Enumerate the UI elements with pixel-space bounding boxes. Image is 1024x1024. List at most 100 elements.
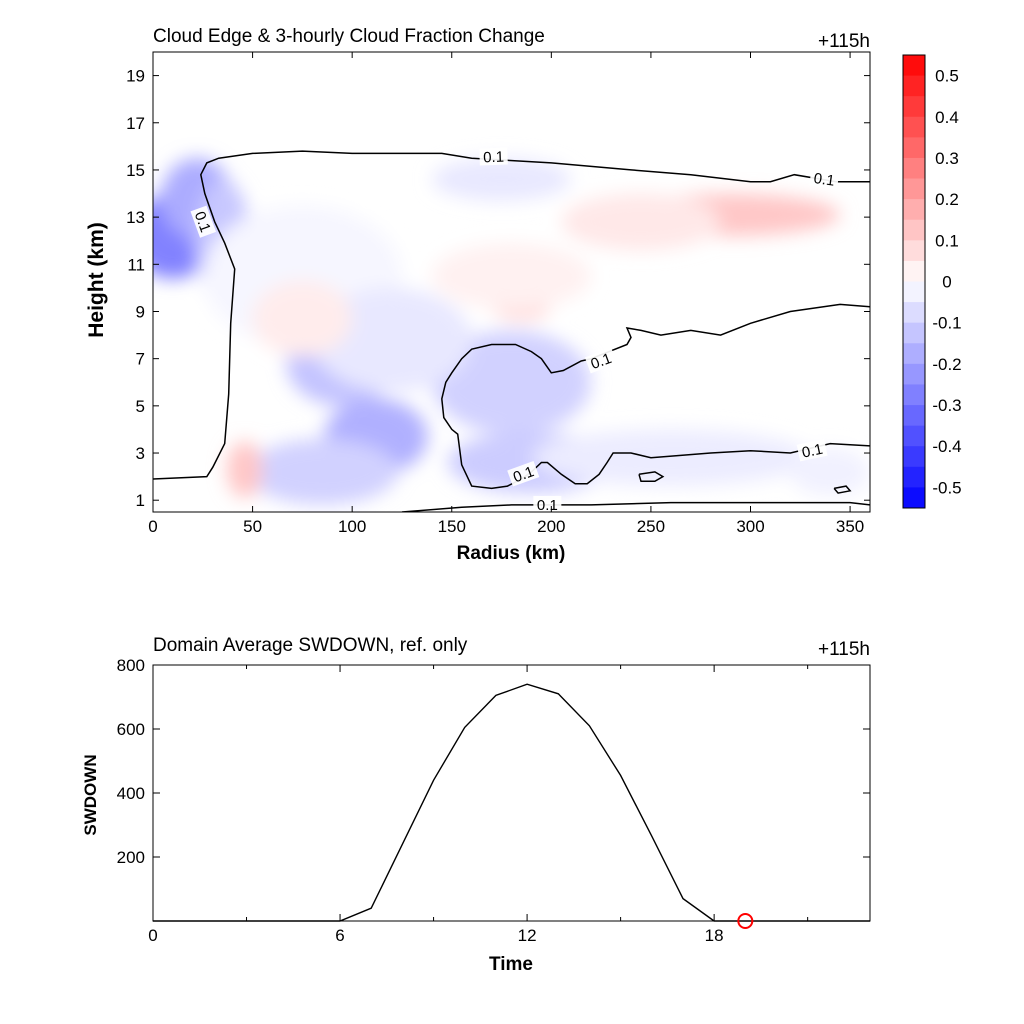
anomaly-patch [790,448,870,496]
x-tick-label: 100 [338,517,366,536]
colorbar-segment [903,487,925,509]
colorbar-segment [903,137,925,159]
x-tick-label: 0 [148,517,157,536]
contour-label: 0.1 [190,205,217,238]
colorbar-segment [903,322,925,344]
anomaly-patch [431,243,592,310]
colorbar-label: -0.3 [932,396,961,415]
x-tick-label: 50 [243,517,262,536]
current-time-marker [737,913,754,929]
chart2-y-axis: 200 400 600 800 [117,656,870,867]
colorbar-frame [902,54,926,509]
anomaly-patch [431,158,572,201]
contour-label-text: 0.1 [589,350,614,373]
contour-label-text: 0.1 [191,209,214,234]
chart1-title: Cloud Edge & 3-hourly Cloud Fraction Cha… [153,26,545,47]
x-tick-label: 200 [537,517,565,536]
colorbar-label: 0.1 [935,231,959,250]
contour-line [441,303,870,490]
colorbar-label: 0.5 [935,67,959,86]
colorbar-label: -0.1 [932,314,961,333]
contour-label-text: 0.1 [813,170,836,190]
x-tick-label: 150 [438,517,466,536]
anomaly-patch [252,280,353,357]
y-tick-label: 3 [136,444,145,463]
y-tick-label: 17 [126,114,145,133]
contour-label-text: 0.1 [537,497,558,514]
anomaly-patch [226,441,263,498]
colorbar-label: 0.4 [935,108,959,127]
y-tick-label: 800 [117,656,145,675]
colorbar-segment [903,157,925,179]
anomaly-patch [312,287,472,392]
chart2-plot-frame [152,664,871,922]
y-tick-label: 15 [126,161,145,180]
contour-label: 0.1 [796,438,828,462]
cloud-fraction-chart: Cloud Edge & 3-hourly Cloud Fraction Cha… [85,26,962,564]
chart1-contour-labels: 0.1 0.1 0.1 0.1 0.1 0.1 0.1 [190,147,840,514]
colorbar-label: 0.3 [935,149,959,168]
contour-label: 0.1 [507,461,540,487]
chart2-time-label: +115h [818,639,870,660]
chart1-colorbar: 0.5 0.4 0.3 0.2 0.1 0 -0.1 -0.2 -0.3 -0.4 -0.5 [902,54,962,509]
colorbar-segment [903,425,925,447]
chart1-contours [153,150,870,512]
colorbar-segment [903,466,925,488]
chart2-x-label: Time [489,954,533,975]
y-tick-label: 5 [136,397,145,416]
colorbar-segment [903,116,925,138]
colorbar-label: -0.2 [932,355,961,374]
colorbar-segment [903,219,925,241]
contour-line [153,150,870,480]
anomaly-patch [431,330,592,435]
colorbar-segment [903,260,925,282]
y-tick-label: 11 [127,255,145,274]
anomaly-patch [561,193,721,251]
chart1-x-axis: 0 50 100 150 200 250 300 350 [148,52,864,536]
colorbar-label: -0.4 [932,437,961,456]
chart1-x-label: Radius (km) [457,543,566,564]
chart1-anomaly-field [153,158,870,505]
colorbar-segment [903,363,925,385]
colorbar-segment [903,384,925,406]
colorbar-segment [903,240,925,262]
x-tick-label: 18 [705,926,724,945]
contour-label: 0.1 [584,347,618,374]
y-tick-label: 1 [136,491,145,510]
chart1-plot-frame [152,51,871,513]
colorbar-label: 0 [942,273,951,292]
chart2-x-axis: 0 6 12 18 [148,665,809,945]
y-tick-label: 200 [117,848,145,867]
colorbar-segment [903,55,925,76]
y-tick-label: 7 [136,350,145,369]
contour-label: 0.1 [479,147,508,166]
colorbar-label: -0.5 [932,478,961,497]
chart2-title: Domain Average SWDOWN, ref. only [153,635,468,656]
y-tick-label: 9 [136,302,145,321]
contour-line [401,501,870,512]
x-tick-label: 6 [335,926,344,945]
x-tick-label: 300 [736,517,764,536]
y-tick-label: 600 [117,720,145,739]
colorbar-segment [903,302,925,324]
anomaly-patch [531,429,811,487]
chart1-time-label: +115h [818,31,870,52]
anomaly-patch [246,438,398,505]
chart2-series [153,683,870,929]
contour-label-text: 0.1 [800,441,824,462]
colorbar-segment [903,178,925,200]
colorbar-segment [903,343,925,365]
contour-line [833,485,852,494]
colorbar-segment [903,281,925,303]
y-tick-label: 13 [126,208,145,227]
contour-label: 0.1 [533,495,562,514]
chart2-y-label: SWDOWN [81,754,100,835]
colorbar-segment [903,96,925,118]
x-tick-label: 350 [836,517,864,536]
swdown-chart: Domain Average SWDOWN, ref. only +115h 0… [81,635,871,975]
colorbar-segment [903,75,925,97]
contour-line [638,471,665,483]
colorbar-label: 0.2 [935,190,959,209]
